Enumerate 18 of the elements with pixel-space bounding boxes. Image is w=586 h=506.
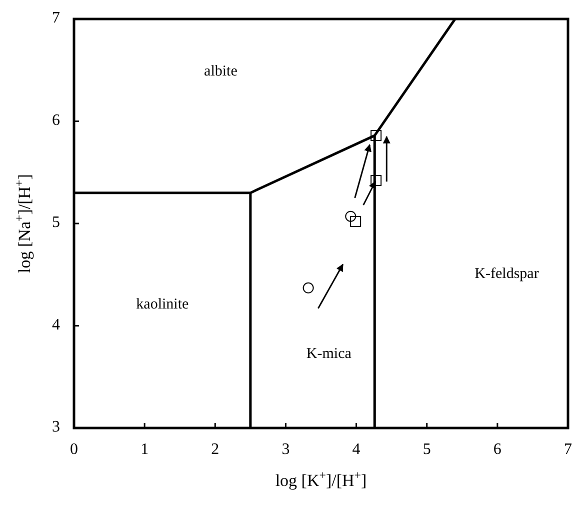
x-tick-label: 4 (352, 441, 360, 458)
x-tick-label: 5 (422, 441, 431, 458)
annotation: kaolinite (136, 296, 190, 313)
y-tick-label: 4 (52, 316, 60, 334)
x-tick-label: 6 (493, 441, 502, 458)
annotation: albite (204, 64, 238, 80)
y-tick-label: 7 (52, 10, 60, 27)
x-tick-label: 2 (211, 441, 220, 458)
x-tick-label: 1 (140, 441, 149, 458)
y-tick-label: 6 (52, 112, 60, 129)
x-tick-label: 0 (70, 441, 78, 458)
y-tick-label: 5 (52, 214, 60, 232)
annotation: K-mica (306, 346, 352, 362)
x-axis-title: log [K$^{+}$]/[H$^{+}$] (275, 468, 367, 490)
annotation: K-feldspar (474, 266, 539, 282)
x-tick-label: 3 (282, 441, 290, 458)
x-tick-label: 7 (564, 441, 572, 458)
y-tick-label: 3 (52, 418, 60, 436)
